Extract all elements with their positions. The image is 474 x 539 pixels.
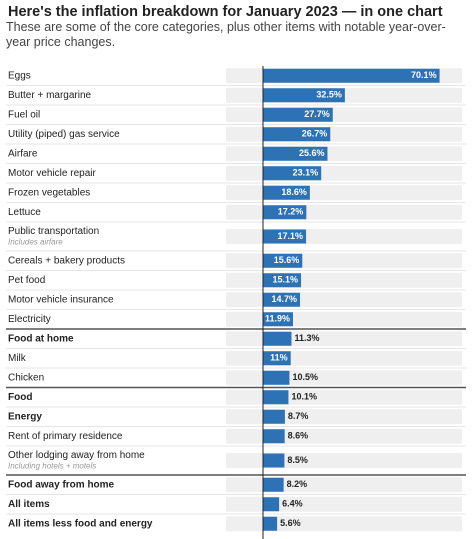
bar	[263, 497, 280, 512]
bar-track	[226, 409, 462, 425]
category-label: Chicken	[8, 372, 44, 383]
bar	[263, 229, 307, 244]
value-label: 23.1%	[293, 168, 319, 178]
bar-track	[226, 311, 462, 327]
category-label: All items less food and energy	[8, 518, 153, 529]
bar-track	[226, 453, 462, 468]
bar	[263, 292, 301, 307]
bar-track	[226, 185, 462, 201]
category-label: All items	[8, 499, 50, 510]
bar-track	[226, 389, 462, 405]
value-label: 17.1%	[278, 231, 304, 241]
category-label: Eggs	[8, 70, 31, 81]
bar-track	[226, 292, 462, 308]
value-label: 10.5%	[292, 372, 318, 382]
bar	[263, 185, 310, 200]
bar	[263, 390, 289, 405]
category-label: Butter + margarine	[8, 90, 92, 101]
value-label: 32.5%	[316, 90, 342, 100]
bar	[263, 68, 440, 83]
bar-track	[226, 350, 462, 366]
bar-track	[226, 229, 462, 244]
category-label: Rent of primary residence	[8, 431, 123, 442]
bar-track	[226, 272, 462, 288]
category-label: Lettuce	[8, 207, 41, 218]
bar	[263, 146, 328, 161]
value-label: 15.1%	[273, 275, 299, 285]
bar	[263, 205, 307, 220]
bar	[263, 351, 291, 366]
category-label: Milk	[8, 353, 27, 364]
category-label: Public transportation	[8, 226, 99, 237]
value-label: 15.6%	[274, 255, 300, 265]
bar	[263, 107, 333, 122]
category-label: Motor vehicle insurance	[8, 294, 114, 305]
bar	[263, 331, 292, 346]
bar-track	[226, 107, 462, 123]
category-label: Cereals + bakery products	[8, 255, 125, 266]
bar	[263, 127, 331, 142]
chart-subtitle: These are some of the core categories, p…	[6, 20, 446, 49]
bar	[263, 370, 290, 385]
category-label: Motor vehicle repair	[8, 168, 96, 179]
value-label: 11.3%	[294, 333, 319, 343]
subtitle-box: These are some of the core categories, p…	[6, 20, 446, 49]
category-label: Airfare	[8, 148, 38, 159]
bar	[263, 409, 285, 424]
value-label: 17.2%	[278, 207, 304, 217]
bar-track	[226, 126, 462, 142]
value-label: 8.5%	[287, 455, 308, 465]
category-label: Energy	[8, 411, 42, 422]
category-label: Food away from home	[8, 479, 115, 490]
value-label: 10.1%	[291, 392, 317, 402]
value-label: 8.7%	[288, 411, 309, 421]
value-label: 26.7%	[302, 129, 328, 139]
category-label: Pet food	[8, 275, 45, 286]
bar-track	[226, 370, 462, 386]
value-label: 18.6%	[281, 187, 307, 197]
value-label: 6.4%	[282, 499, 303, 509]
value-label: 27.7%	[304, 109, 330, 119]
bar	[263, 273, 302, 288]
category-note: Includes airfare	[8, 238, 63, 247]
bar	[263, 88, 345, 103]
bar-track	[226, 253, 462, 269]
bar-track	[226, 496, 462, 512]
value-label: 70.1%	[411, 70, 437, 80]
category-label: Electricity	[8, 314, 51, 325]
bar-track	[226, 165, 462, 181]
value-label: 8.6%	[288, 431, 309, 441]
value-label: 5.6%	[280, 518, 301, 528]
bar	[263, 453, 285, 468]
value-label: 8.2%	[287, 479, 308, 489]
value-label: 11.9%	[265, 314, 290, 324]
category-label: Frozen vegetables	[8, 187, 90, 198]
category-label: Food	[8, 392, 32, 403]
bar	[263, 312, 293, 327]
bar-track	[226, 331, 462, 347]
value-label: 11%	[270, 353, 288, 363]
bar-track	[226, 146, 462, 162]
bar	[263, 516, 278, 531]
bar-track	[226, 477, 462, 493]
bar-track	[226, 428, 462, 444]
bar-track	[226, 516, 462, 532]
category-label: Fuel oil	[8, 109, 40, 120]
category-note: Including hotels + motels	[8, 462, 96, 471]
category-label: Utility (piped) gas service	[8, 129, 120, 140]
bar-track	[226, 204, 462, 220]
category-label: Food at home	[8, 333, 74, 344]
bar	[263, 429, 285, 444]
bar	[263, 253, 303, 268]
bar	[263, 166, 322, 181]
chart-title: Here's the inflation breakdown for Janua…	[8, 4, 443, 20]
value-label: 25.6%	[299, 148, 325, 158]
category-label: Other lodging away from home	[8, 450, 145, 461]
value-label: 14.7%	[271, 294, 297, 304]
bar	[263, 477, 284, 492]
